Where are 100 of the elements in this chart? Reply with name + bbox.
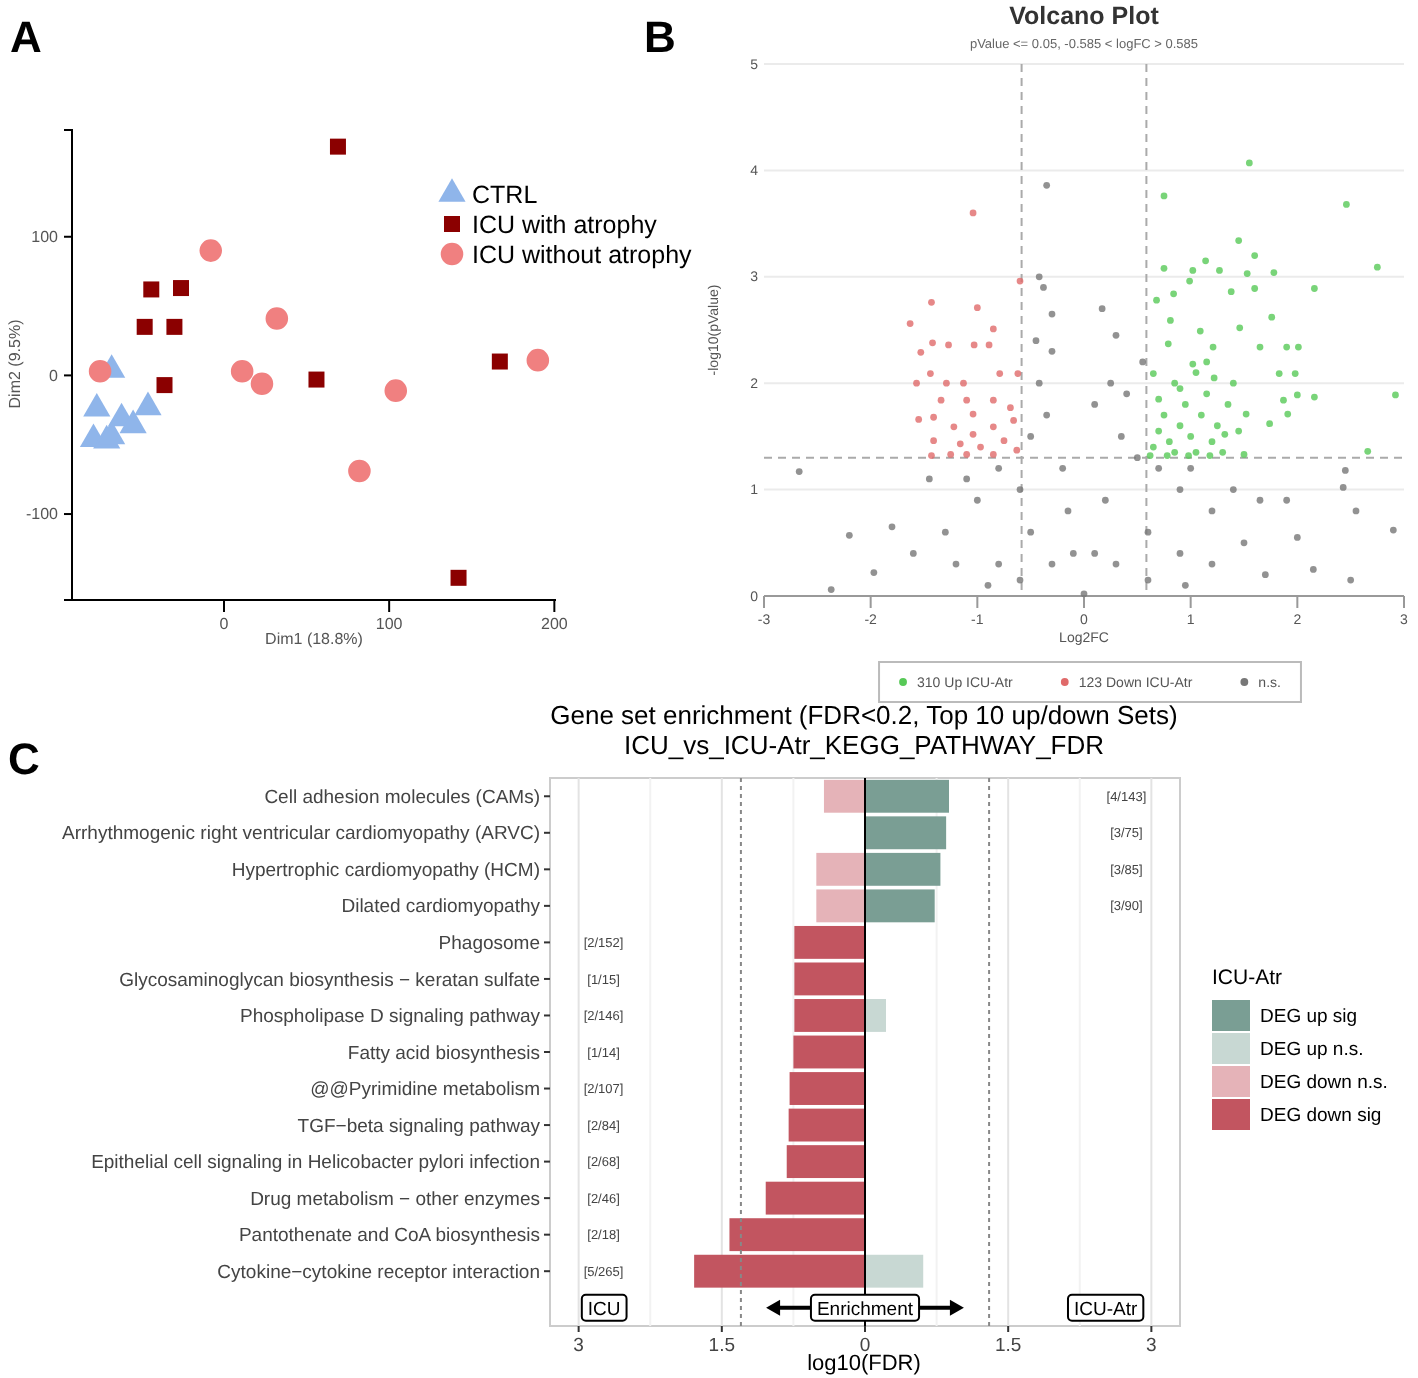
x-tick-label: 200 xyxy=(540,615,569,634)
legend-label: DEG up n.s. xyxy=(1260,1039,1364,1061)
point xyxy=(929,339,936,347)
x-tick-label: 3 xyxy=(1146,1335,1157,1358)
point xyxy=(960,379,967,387)
chart-title: Volcano Plot xyxy=(1009,2,1161,30)
point xyxy=(166,318,183,335)
point xyxy=(973,304,981,312)
legend-label: ICU without atrophy xyxy=(472,241,694,269)
point xyxy=(526,348,550,372)
point xyxy=(945,341,952,349)
point xyxy=(1000,437,1008,445)
point xyxy=(491,353,508,370)
point xyxy=(199,239,223,262)
bar xyxy=(865,1254,924,1288)
point xyxy=(930,413,937,421)
bar xyxy=(789,1072,865,1105)
bar xyxy=(694,1254,865,1288)
point xyxy=(450,569,467,586)
point xyxy=(969,410,977,418)
point xyxy=(927,370,934,377)
point xyxy=(143,281,160,298)
chart-title: Gene set enrichment (FDR<0.2, Top 10 up/down Sets) xyxy=(550,700,1178,730)
y-tick-label: Dilated cardiomyopathy xyxy=(341,896,541,919)
point xyxy=(937,396,945,404)
y-tick-label: Pantothenate and CoA biosynthesis xyxy=(238,1225,541,1248)
point xyxy=(308,371,325,388)
point xyxy=(348,459,371,483)
point xyxy=(1014,370,1022,377)
point xyxy=(136,318,153,335)
legend-label: DEG down n.s. xyxy=(1260,1072,1388,1094)
y-tick-label: Cytokine−cytokine receptor interaction xyxy=(217,1261,540,1284)
text: A xyxy=(10,12,42,62)
text: C xyxy=(8,734,40,784)
legend-label: CTRL xyxy=(472,181,538,209)
point xyxy=(989,325,997,333)
point xyxy=(989,451,997,458)
point xyxy=(947,451,955,458)
x-tick-label: 1.5 xyxy=(708,1335,736,1358)
point xyxy=(928,452,935,459)
y-tick-label: Glycosaminoglycan biosynthesis − keratan sulfate xyxy=(119,969,540,992)
bar xyxy=(865,999,886,1032)
x-axis-title: Dim1 (18.8%) xyxy=(265,630,364,648)
y-tick-label: Drug metabolism − other enzymes xyxy=(250,1188,541,1211)
x-axis-title: log10(FDR) xyxy=(807,1352,921,1376)
point xyxy=(913,379,920,387)
x-tick-label: 1.5 xyxy=(994,1335,1022,1358)
point xyxy=(928,298,935,306)
legend-title: ICU-Atr xyxy=(1212,966,1283,990)
point xyxy=(329,138,346,155)
y-tick-label: 100 xyxy=(31,227,60,246)
point xyxy=(88,359,112,383)
point xyxy=(384,379,408,402)
point xyxy=(989,396,997,404)
point xyxy=(970,341,978,349)
y-tick-label: Cell adhesion molecules (CAMs) xyxy=(264,786,540,809)
point xyxy=(173,280,190,297)
point xyxy=(963,451,971,458)
point xyxy=(156,377,173,394)
bar xyxy=(823,779,865,813)
point xyxy=(917,348,925,356)
legend-label: ICU with atrophy xyxy=(472,211,659,239)
point xyxy=(906,320,914,327)
text: B xyxy=(644,12,676,62)
point xyxy=(265,307,289,330)
point xyxy=(969,209,977,217)
point xyxy=(1013,446,1021,454)
y-tick-label: Hypertrophic cardiomyopathy (HCM) xyxy=(231,859,540,882)
point xyxy=(985,341,993,349)
y-tick-label: 0 xyxy=(49,366,60,385)
chart-subtitle: ICU_vs_ICU-Atr_KEGG_PATHWAY_FDR xyxy=(623,730,1105,760)
y-tick-label: -100 xyxy=(25,505,60,524)
point xyxy=(943,379,950,387)
point xyxy=(930,437,937,445)
point xyxy=(963,396,971,404)
annotation: ICU-Atr xyxy=(1073,1298,1138,1321)
y-axis-title: Dim2 (9.5%) xyxy=(6,318,24,409)
bar xyxy=(793,1035,865,1069)
annotation: Enrichment xyxy=(816,1298,914,1321)
x-tick-label: 3 xyxy=(573,1335,584,1358)
y-tick-label: @@Pyrimidine metabolism xyxy=(310,1079,541,1102)
point xyxy=(1016,277,1024,285)
y-tick-label: Phagosome xyxy=(438,933,540,955)
point xyxy=(977,443,984,451)
y-tick-label: Epithelial cell signaling in Helicobacter pylori infection xyxy=(91,1152,540,1175)
point xyxy=(1007,404,1014,412)
y-tick-label: TGF−beta signaling pathway xyxy=(297,1115,541,1138)
point xyxy=(996,370,1004,377)
point xyxy=(989,423,997,431)
point xyxy=(250,372,274,395)
point xyxy=(956,440,964,448)
legend-label: DEG down sig xyxy=(1260,1105,1382,1127)
bar xyxy=(794,999,865,1032)
point xyxy=(950,423,958,431)
point xyxy=(915,416,923,423)
y-tick-label: Arrhythmogenic right ventricular cardiomyopathy (ARVC) xyxy=(62,823,540,846)
y-tick-label: Fatty acid biosynthesis xyxy=(347,1042,541,1065)
point xyxy=(969,430,977,438)
annotation: ICU xyxy=(587,1298,621,1321)
x-tick-label: 0 xyxy=(219,615,230,634)
